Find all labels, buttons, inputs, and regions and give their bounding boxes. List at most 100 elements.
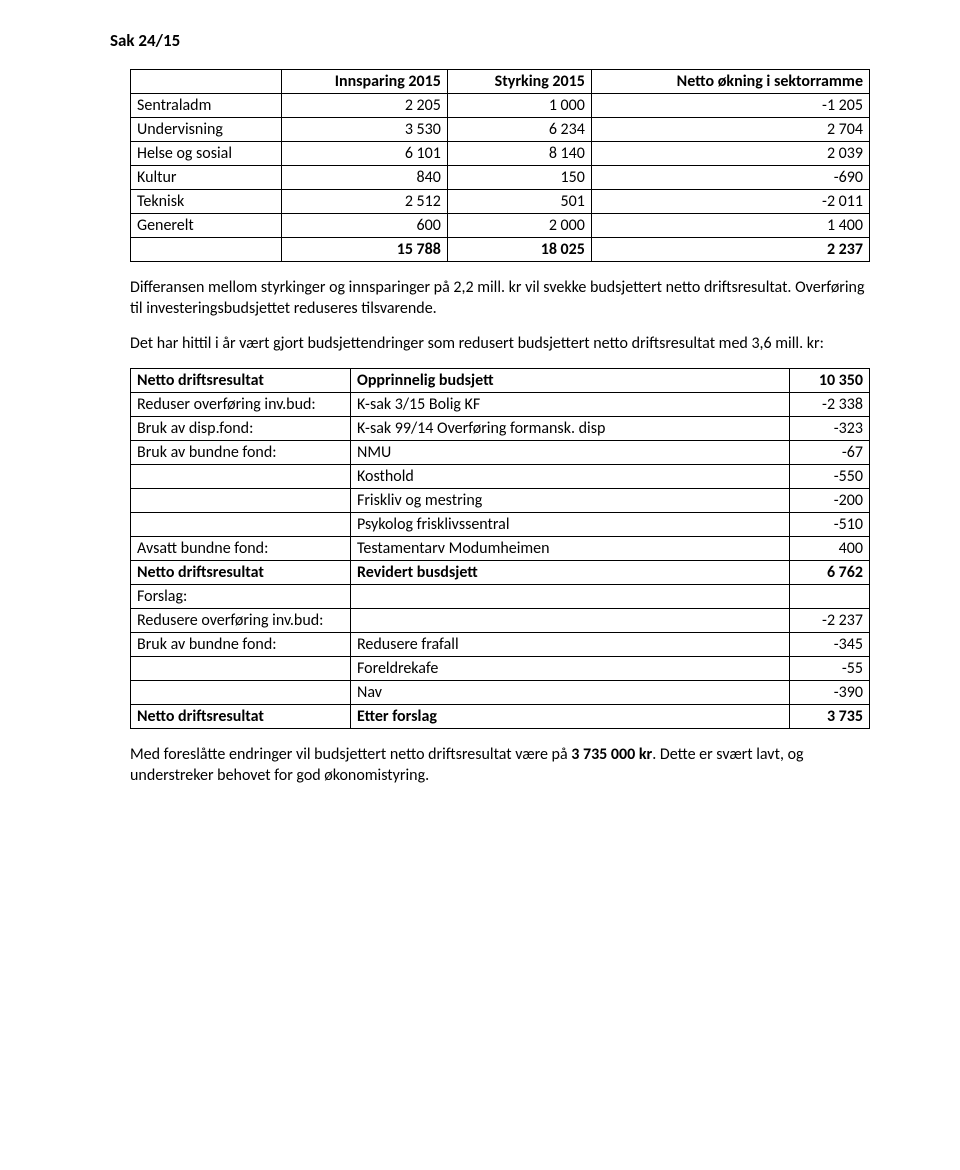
table1-total-cell: 2 237 [591,238,869,262]
table2-cell: NMU [351,441,790,465]
table2-cell: Revidert busdsjett [351,561,790,585]
table1-total-cell: 18 025 [447,238,591,262]
table2-cell: -2 237 [790,609,870,633]
table1-cell: 1 400 [591,214,869,238]
table1-cell: Undervisning [131,118,282,142]
table1-cell: 2 512 [281,190,447,214]
table1-cell: -690 [591,166,869,190]
table2-cell [131,489,351,513]
table2-row: Bruk av bundne fond:NMU-67 [131,441,870,465]
table2-cell: Testamentarv Modumheimen [351,537,790,561]
footer-pre: Med foreslåtte endringer vil budsjettert… [130,745,571,764]
table2-cell [131,681,351,705]
table2-row: Netto driftsresultatEtter forslag3 735 [131,705,870,729]
table2-cell: Friskliv og mestring [351,489,790,513]
table2-cell: 6 762 [790,561,870,585]
table2-cell: K-sak 3/15 Bolig KF [351,393,790,417]
table2-cell: K-sak 99/14 Overføring formansk. disp [351,417,790,441]
table2-cell [131,657,351,681]
table2-row: Netto driftsresultatOpprinnelig budsjett… [131,369,870,393]
table2-cell: Redusere frafall [351,633,790,657]
table2-cell: Bruk av disp.fond: [131,417,351,441]
table2-cell: -200 [790,489,870,513]
table1-cell: 2 205 [281,94,447,118]
table1-cell: 3 530 [281,118,447,142]
table1-cell: -1 205 [591,94,869,118]
table1-total-cell: 15 788 [281,238,447,262]
table1-cell: Helse og sosial [131,142,282,166]
paragraph-1: Differansen mellom styrkinger og innspar… [130,278,870,320]
table1-cell: 2 000 [447,214,591,238]
table2-row: Friskliv og mestring-200 [131,489,870,513]
table2-cell: Reduser overføring inv.bud: [131,393,351,417]
table1-cell: Sentraladm [131,94,282,118]
table2-cell [131,465,351,489]
footer-paragraph: Med foreslåtte endringer vil budsjettert… [130,745,870,787]
paragraph-2: Det har hittil i år vært gjort budsjette… [130,334,870,355]
table2-cell: -390 [790,681,870,705]
sector-frame-table: Innsparing 2015 Styrking 2015 Netto økni… [130,69,870,262]
table2-cell: Foreldrekafe [351,657,790,681]
table2-cell [790,585,870,609]
table1-cell: Generelt [131,214,282,238]
table1-row: Helse og sosial6 1018 1402 039 [131,142,870,166]
table2-cell: 10 350 [790,369,870,393]
table2-row: Reduser overføring inv.bud:K-sak 3/15 Bo… [131,393,870,417]
table1-row: Undervisning3 5306 2342 704 [131,118,870,142]
table2-cell: -510 [790,513,870,537]
table2-cell: -550 [790,465,870,489]
table1-cell: 1 000 [447,94,591,118]
table2-cell: 400 [790,537,870,561]
table1-row: Generelt6002 0001 400 [131,214,870,238]
table2-row: Kosthold-550 [131,465,870,489]
table1-total-row: 15 78818 0252 237 [131,238,870,262]
table1-head-row: Innsparing 2015 Styrking 2015 Netto økni… [131,70,870,94]
table2-cell: Netto driftsresultat [131,561,351,585]
table2-row: Forslag: [131,585,870,609]
table2-cell [351,609,790,633]
table1-total-cell [131,238,282,262]
table2-cell: Etter forslag [351,705,790,729]
table2-cell: Avsatt bundne fond: [131,537,351,561]
table1-cell: 6 101 [281,142,447,166]
table2-cell: 3 735 [790,705,870,729]
table2-cell: Forslag: [131,585,351,609]
table2-cell: Opprinnelig budsjett [351,369,790,393]
table2-cell: Netto driftsresultat [131,705,351,729]
table2-cell: -345 [790,633,870,657]
table1-row: Kultur840150-690 [131,166,870,190]
table2-row: Netto driftsresultatRevidert busdsjett6 … [131,561,870,585]
table2-cell: Bruk av bundne fond: [131,441,351,465]
table1-cell: Kultur [131,166,282,190]
table2-row: Bruk av bundne fond:Redusere frafall-345 [131,633,870,657]
table1-cell: 6 234 [447,118,591,142]
table2-cell: -2 338 [790,393,870,417]
table2-row: Psykolog frisklivssentral-510 [131,513,870,537]
table2-cell: -55 [790,657,870,681]
table1-cell: 150 [447,166,591,190]
net-operating-result-table: Netto driftsresultatOpprinnelig budsjett… [130,368,870,729]
table2-cell [351,585,790,609]
table1-h2: Styrking 2015 [447,70,591,94]
table2-cell: -67 [790,441,870,465]
table1-h3: Netto økning i sektorramme [591,70,869,94]
table2-cell: -323 [790,417,870,441]
table2-cell: Bruk av bundne fond: [131,633,351,657]
table1-row: Sentraladm2 2051 000-1 205 [131,94,870,118]
table1-cell: 2 704 [591,118,869,142]
table2-row: Nav-390 [131,681,870,705]
table2-cell: Netto driftsresultat [131,369,351,393]
table1-cell: 8 140 [447,142,591,166]
table2-cell: Nav [351,681,790,705]
footer-bold: 3 735 000 kr [571,745,652,764]
table2-cell: Psykolog frisklivssentral [351,513,790,537]
table1-cell: Teknisk [131,190,282,214]
table2-cell: Redusere overføring inv.bud: [131,609,351,633]
table1-cell: 840 [281,166,447,190]
case-heading: Sak 24/15 [110,30,870,51]
table1-h1: Innsparing 2015 [281,70,447,94]
table1-cell: 600 [281,214,447,238]
table2-cell [131,513,351,537]
table2-row: Redusere overføring inv.bud: -2 237 [131,609,870,633]
table2-row: Foreldrekafe-55 [131,657,870,681]
